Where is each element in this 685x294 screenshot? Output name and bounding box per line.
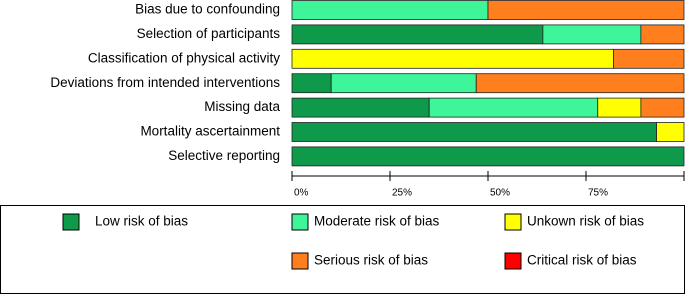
category-label: Selective reporting — [168, 148, 280, 163]
legend-label: Low risk of bias — [95, 214, 188, 229]
x-tick-label: 50% — [490, 188, 510, 199]
x-tick-label: 25% — [392, 188, 412, 199]
category-label: Classification of physical activity — [88, 50, 280, 65]
bar-segment — [640, 24, 685, 45]
legend-label: Unkown risk of bias — [527, 214, 644, 229]
bar-segment — [291, 48, 614, 69]
bar-segment — [291, 97, 430, 118]
bar-segment — [291, 24, 544, 45]
bar-segment — [542, 24, 642, 45]
legend-swatch — [62, 213, 80, 231]
legend-swatch — [504, 213, 522, 231]
bar-segment — [613, 48, 685, 69]
bar-segment — [330, 73, 477, 94]
category-label: Bias due to confounding — [135, 2, 280, 17]
bar-segment — [487, 0, 685, 20]
bar-segment — [291, 0, 489, 20]
legend-swatch — [291, 213, 309, 231]
bar-segment — [428, 97, 599, 118]
legend-swatch — [291, 252, 309, 270]
x-tick-label: 75% — [588, 188, 608, 199]
category-label: Missing data — [204, 99, 280, 114]
legend-swatch — [504, 252, 522, 270]
category-label: Selection of participants — [137, 26, 281, 41]
x-tick-label: 0% — [294, 188, 309, 199]
bar-segment — [291, 122, 657, 142]
legend-label: Moderate risk of bias — [314, 214, 440, 229]
category-label: Mortality ascertainment — [140, 124, 280, 139]
legend-label: Critical risk of bias — [527, 253, 637, 268]
bar-segment — [291, 146, 685, 167]
bar-segment — [597, 97, 642, 118]
legend-label: Serious risk of bias — [314, 253, 428, 268]
bar-segment — [656, 122, 685, 142]
category-label: Deviations from intended interventions — [50, 75, 280, 90]
bar-segment — [291, 73, 332, 94]
bar-segment — [640, 97, 685, 118]
bar-segment — [475, 73, 685, 94]
